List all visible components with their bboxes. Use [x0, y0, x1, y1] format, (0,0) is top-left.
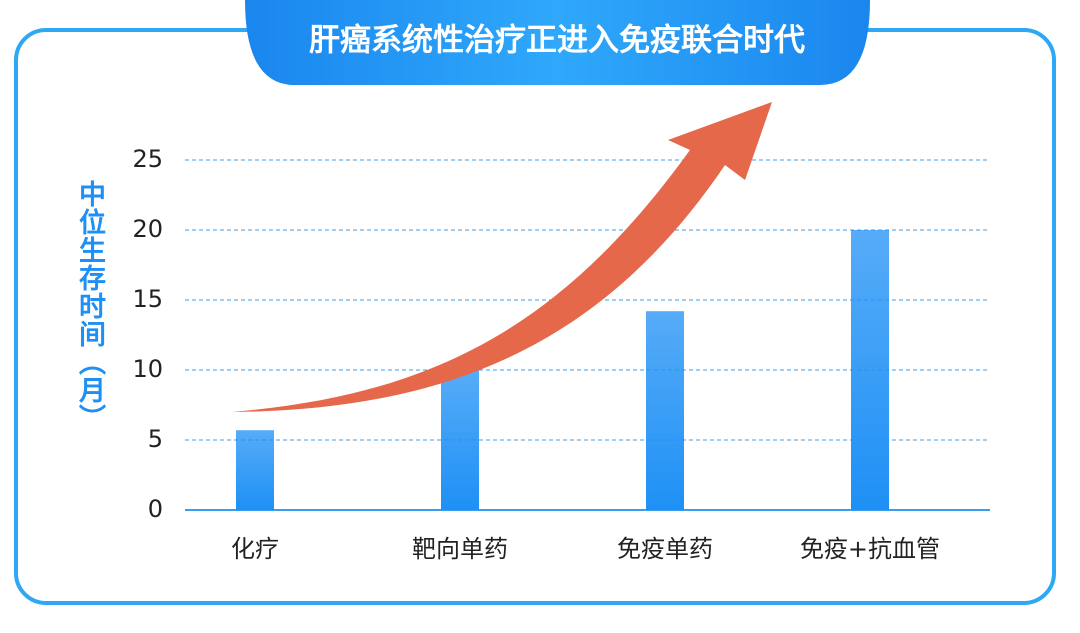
trend-arrow [232, 102, 772, 412]
y-tick-label: 10 [132, 355, 163, 383]
chart-title: 肝癌系统性治疗正进入免疫联合时代 [309, 23, 805, 59]
y-tick-label: 25 [132, 145, 163, 173]
y-tick-label: 5 [148, 425, 163, 453]
y-tick-label: 0 [148, 495, 163, 523]
title-pill [245, 0, 870, 85]
x-tick-label: 化疗 [231, 535, 279, 563]
y-tick-label: 20 [132, 215, 163, 243]
y-tick-label: 15 [132, 285, 163, 313]
bar [646, 311, 684, 510]
bar [236, 430, 274, 510]
x-tick-label: 免疫+抗血管 [800, 535, 940, 563]
x-tick-label: 免疫单药 [617, 535, 713, 563]
bar [441, 370, 479, 510]
bar [851, 230, 889, 510]
plot: 0 5 10 15 20 25 化疗 靶向单药 免疫单药 免疫+抗血管 [132, 145, 990, 563]
y-axis-label: 中位生存时间（月） [74, 180, 105, 432]
x-tick-label: 靶向单药 [412, 535, 508, 563]
